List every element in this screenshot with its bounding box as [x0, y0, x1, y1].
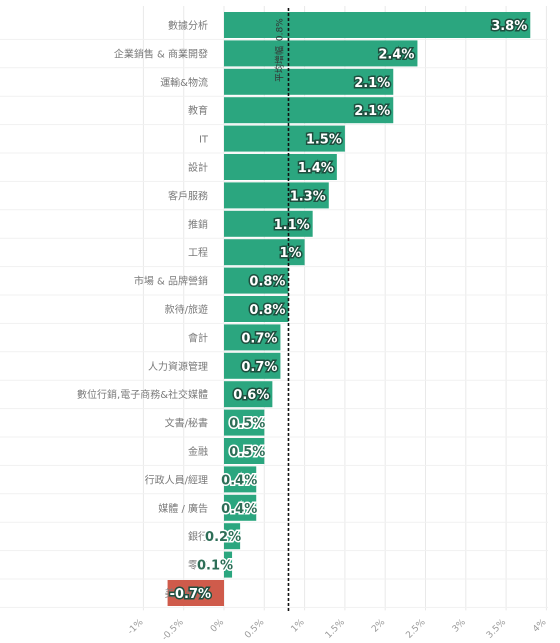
bar	[224, 381, 273, 408]
category-label: 美容/健康	[165, 587, 208, 600]
category-label: IT	[199, 135, 209, 146]
value-label: 0.8%	[249, 303, 285, 318]
x-tick-label: 0%	[209, 617, 226, 634]
value-label: 3.8%	[491, 19, 527, 34]
category-label: 零售	[188, 559, 208, 572]
category-label: 推銷	[188, 218, 208, 231]
bar	[224, 551, 233, 578]
value-label: 2.4%	[378, 47, 414, 62]
category-label: 數位行銷,電子商務&社交媒體	[77, 388, 208, 401]
average-label-value: 0.8%	[275, 18, 285, 41]
value-label: 0.4%	[221, 502, 257, 517]
bar	[224, 267, 289, 294]
bar	[224, 409, 265, 436]
average-label: 平均增幅 0.8%	[273, 18, 285, 82]
category-label: 客戶服務	[168, 189, 208, 202]
value-label: 0.7%	[241, 331, 277, 346]
bar	[224, 40, 418, 67]
bars	[167, 12, 531, 606]
x-tick-label: 2.5%	[404, 617, 428, 641]
bar	[167, 580, 224, 606]
category-label: 款待/旅遊	[165, 303, 208, 316]
x-tick-label: -0.5%	[160, 617, 186, 643]
x-tick-label: 3%	[451, 617, 468, 634]
bar	[224, 97, 394, 124]
category-label: 銀行	[188, 530, 208, 543]
category-label: 工程	[188, 247, 208, 259]
category-label: 人力資源管理	[148, 360, 208, 373]
value-label: 2.1%	[354, 76, 390, 91]
value-label: 0.8%	[249, 275, 285, 290]
x-tick-label: 3.5%	[485, 617, 509, 641]
value-labels: 3.8% 2.4% 2.1% 2.1% 1.5% 1.4% 1.3% 1.1% 1% 0.8% 0.…	[168, 18, 529, 604]
value-label: 0.6%	[233, 388, 269, 403]
category-label: 媒體 / 廣告	[158, 502, 208, 515]
value-label: 0.2%	[205, 530, 241, 545]
value-label: 0.4%	[221, 473, 257, 488]
value-label: 1.1%	[274, 218, 310, 233]
average-line-group: 平均增幅 0.8%	[273, 8, 290, 613]
x-tick-label: 4%	[531, 617, 548, 634]
value-label: 2.1%	[354, 104, 390, 119]
category-label: 數據分析	[168, 19, 208, 32]
bar	[224, 210, 313, 237]
category-label: 文書/秘書	[165, 417, 208, 430]
value-label: 1.3%	[290, 189, 326, 204]
value-label: 0.5%	[229, 445, 265, 460]
category-label: 會計	[188, 331, 208, 344]
bar	[224, 296, 289, 322]
x-tick-label: 2%	[370, 617, 387, 634]
value-label: 1.5%	[306, 133, 342, 148]
bar	[224, 466, 257, 493]
category-label: 企業銷售 & 商業開發	[114, 47, 208, 60]
value-label: 0.5%	[229, 417, 265, 432]
category-label: 市場 & 品牌營銷	[134, 275, 208, 288]
x-tick-label: 1.5%	[324, 617, 348, 641]
x-tick-label: 1%	[290, 617, 307, 634]
average-label-text: 平均增幅	[273, 46, 285, 82]
bar	[224, 438, 265, 464]
category-label: 運輸&物流	[160, 76, 208, 89]
category-label: 教育	[188, 104, 208, 117]
bar	[224, 494, 257, 521]
bar	[224, 324, 281, 351]
bar	[224, 12, 531, 38]
bar	[224, 154, 337, 180]
category-label: 行政人員/經理	[145, 473, 208, 486]
category-label: 設計	[188, 161, 208, 174]
value-label: -0.7%	[170, 587, 211, 602]
bar	[224, 352, 281, 379]
x-tick-label: 0.5%	[243, 617, 267, 641]
value-label: 0.1%	[197, 559, 233, 574]
category-label: 金融	[188, 445, 208, 458]
value-label: 1.4%	[298, 161, 334, 176]
bar	[224, 182, 329, 209]
bar	[224, 239, 305, 266]
value-label: 1%	[280, 246, 302, 261]
bar	[224, 68, 394, 95]
bar	[224, 523, 241, 550]
bar	[224, 125, 345, 152]
value-label: 0.7%	[241, 360, 277, 375]
x-tick-label: -1%	[126, 617, 146, 637]
x-tick-labels: -1% -0.5% 0% 0.5% 1% 1.5% 2% 2.5% 3% 3.5% 4%	[126, 617, 549, 643]
